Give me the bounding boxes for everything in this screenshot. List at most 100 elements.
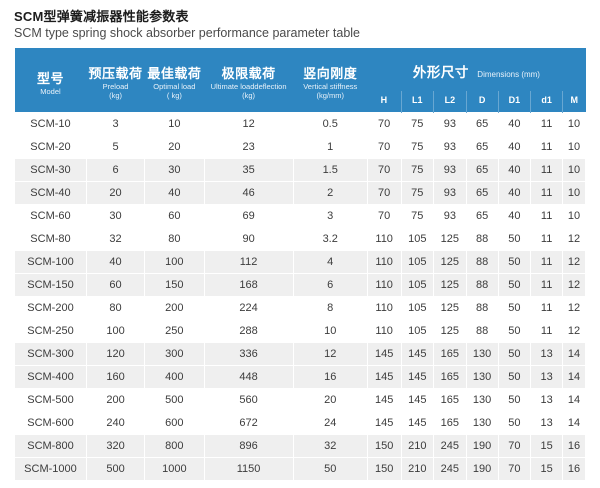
value-cell: 70 [366,112,402,136]
value-cell: 40 [497,112,532,136]
value-cell: 130 [465,411,499,435]
value-cell: 145 [366,342,402,366]
model-cell: SCM-600 [14,411,87,435]
value-cell: 75 [400,204,435,228]
model-cell: SCM-400 [14,365,87,389]
value-cell: 70 [497,434,532,458]
value-cell: 70 [366,181,402,205]
model-cell: SCM-500 [14,388,87,412]
value-cell: 210 [400,434,435,458]
value-cell: 11 [530,204,564,228]
value-cell: 65 [465,135,499,159]
value-cell: 4 [292,250,368,274]
model-cell: SCM-250 [14,319,87,343]
value-cell: 150 [366,457,402,481]
model-cell: SCM-800 [14,434,87,458]
value-cell: 145 [366,411,402,435]
value-cell: 11 [530,250,564,274]
value-cell: 2 [292,181,368,205]
value-cell: 30 [85,204,146,228]
value-cell: 120 [85,342,146,366]
col-header-dim-d1: D1 [497,91,531,113]
table-row: SCM-1000 500 1000 1150 50 150 210 245 190 70 15 16 [14,457,586,481]
value-cell: 100 [144,250,205,274]
value-cell: 150 [144,273,205,297]
table-row: SCM-600 240 600 672 24 145 145 165 130 50 13 14 [14,411,586,435]
table-row: SCM-40 20 40 46 2 70 75 93 65 40 11 10 [14,181,586,205]
value-cell: 88 [465,250,499,274]
value-cell: 168 [203,273,294,297]
col-header-model: 型号 Model [14,48,87,113]
value-cell: 10 [292,319,368,343]
value-cell: 75 [400,181,435,205]
value-cell: 145 [366,388,402,412]
value-cell: 672 [203,411,294,435]
value-cell: 50 [497,365,532,389]
value-cell: 3 [85,112,146,136]
value-cell: 50 [497,273,532,297]
model-cell: SCM-10 [14,112,87,136]
value-cell: 11 [530,296,564,320]
table-row: SCM-500 200 500 560 20 145 145 165 130 50 13 14 [14,388,586,412]
table-body: SCM-10 3 10 12 0.5 70 75 93 65 40 11 10 SCM-20 5 20 23 1… [14,112,586,481]
value-cell: 105 [400,227,435,251]
value-cell: 125 [433,250,467,274]
value-cell: 130 [465,388,499,412]
value-cell: 75 [400,112,435,136]
value-cell: 50 [497,411,532,435]
value-cell: 11 [530,181,564,205]
value-cell: 125 [433,273,467,297]
value-cell: 8 [292,296,368,320]
value-cell: 30 [144,158,205,182]
value-cell: 145 [400,388,435,412]
value-cell: 12 [562,227,586,251]
value-cell: 224 [203,296,294,320]
value-cell: 93 [433,135,467,159]
page-title: SCM型弹簧减振器性能参数表 [14,9,189,24]
value-cell: 500 [144,388,205,412]
value-cell: 50 [497,342,532,366]
col-header-dimensions-group: 外形尺寸 Dimensions (mm) [367,48,586,91]
value-cell: 110 [366,250,402,274]
value-cell: 5 [85,135,146,159]
value-cell: 6 [85,158,146,182]
value-cell: 35 [203,158,294,182]
value-cell: 130 [465,342,499,366]
value-cell: 210 [400,457,435,481]
value-cell: 145 [400,411,435,435]
value-cell: 12 [203,112,294,136]
value-cell: 70 [366,135,402,159]
value-cell: 75 [400,135,435,159]
value-cell: 13 [530,388,564,412]
value-cell: 100 [85,319,146,343]
table-row: SCM-150 60 150 168 6 110 105 125 88 50 11 12 [14,273,586,297]
value-cell: 50 [497,250,532,274]
table-row: SCM-400 160 400 448 16 145 145 165 130 50 13 14 [14,365,586,389]
value-cell: 336 [203,342,294,366]
value-cell: 69 [203,204,294,228]
col-header-dim-l2: L2 [433,91,467,113]
value-cell: 1150 [203,457,294,481]
value-cell: 6 [292,273,368,297]
value-cell: 15 [530,457,564,481]
value-cell: 145 [400,365,435,389]
table-wrap: 型号 Model 预压载荷 Preload (kg) 最佳载荷 Optimal … [14,48,586,481]
value-cell: 500 [85,457,146,481]
value-cell: 14 [562,411,586,435]
value-cell: 448 [203,365,294,389]
value-cell: 11 [530,273,564,297]
value-cell: 125 [433,296,467,320]
col-header-dim-l1: L1 [400,91,434,113]
value-cell: 165 [433,388,467,412]
value-cell: 88 [465,319,499,343]
value-cell: 32 [292,434,368,458]
model-cell: SCM-300 [14,342,87,366]
value-cell: 12 [562,319,586,343]
col-header-dim-d1-lower: d1 [530,91,563,113]
value-cell: 90 [203,227,294,251]
value-cell: 12 [562,273,586,297]
value-cell: 10 [562,112,586,136]
value-cell: 80 [144,227,205,251]
value-cell: 245 [433,434,467,458]
params-table: 型号 Model 预压载荷 Preload (kg) 最佳载荷 Optimal … [14,48,586,481]
